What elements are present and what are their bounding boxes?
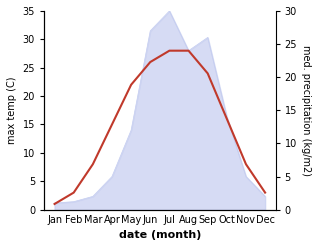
Y-axis label: med. precipitation (kg/m2): med. precipitation (kg/m2) <box>301 45 311 176</box>
X-axis label: date (month): date (month) <box>119 230 201 240</box>
Y-axis label: max temp (C): max temp (C) <box>7 77 17 144</box>
